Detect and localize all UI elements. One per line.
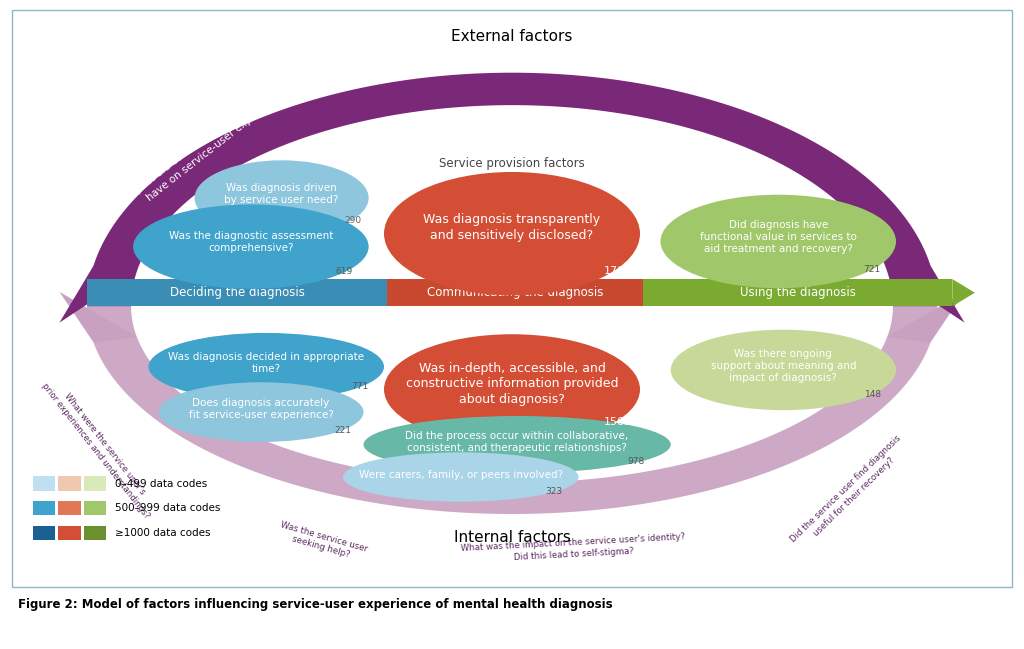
Bar — [58, 501, 81, 515]
Bar — [84, 476, 106, 491]
Text: 290: 290 — [344, 216, 361, 225]
Bar — [58, 526, 81, 540]
Polygon shape — [59, 265, 137, 323]
Text: Figure 2: Model of factors influencing service-user experience of mental health : Figure 2: Model of factors influencing s… — [18, 598, 613, 611]
FancyBboxPatch shape — [12, 10, 1012, 587]
Ellipse shape — [364, 416, 671, 473]
Polygon shape — [59, 292, 137, 343]
Text: Did the process occur within collaborative,
consistent, and therapeutic relation: Did the process occur within collaborati… — [406, 431, 629, 453]
Text: What was the impact on the service user's identity?
Did this lead to self-stigma: What was the impact on the service user'… — [461, 532, 686, 565]
Text: 619: 619 — [336, 267, 353, 276]
Text: 721: 721 — [863, 265, 881, 274]
Bar — [87, 279, 387, 306]
Ellipse shape — [384, 334, 640, 445]
Text: 1565: 1565 — [604, 417, 632, 428]
Text: 323: 323 — [546, 487, 563, 496]
Text: Using the diagnosis: Using the diagnosis — [739, 286, 856, 299]
Text: 978: 978 — [628, 457, 645, 466]
Text: What were the service user's
prior experiences and understandings?: What were the service user's prior exper… — [40, 375, 161, 520]
Bar — [387, 279, 643, 306]
Ellipse shape — [671, 330, 896, 410]
Bar — [58, 476, 81, 491]
Text: Was diagnosis transparently
and sensitively disclosed?: Was diagnosis transparently and sensitiv… — [424, 214, 600, 241]
Text: Service provision factors: Service provision factors — [439, 157, 585, 170]
Text: 221: 221 — [335, 426, 352, 435]
Polygon shape — [87, 306, 937, 514]
Text: 0–499 data codes: 0–499 data codes — [115, 478, 207, 489]
Ellipse shape — [133, 204, 369, 289]
Ellipse shape — [148, 333, 384, 400]
Ellipse shape — [384, 172, 640, 295]
Bar — [33, 501, 55, 515]
Bar — [84, 501, 106, 515]
Text: Internal factors: Internal factors — [454, 530, 570, 545]
Bar — [643, 279, 952, 306]
Bar — [84, 526, 106, 540]
Text: Was the diagnostic assessment
comprehensive?: Was the diagnostic assessment comprehens… — [169, 232, 333, 253]
Polygon shape — [887, 292, 965, 343]
Bar — [33, 526, 55, 540]
Bar — [33, 476, 55, 491]
Polygon shape — [952, 279, 975, 306]
Text: Was diagnosis driven
by service user need?: Was diagnosis driven by service user nee… — [224, 183, 339, 205]
Text: Did the service user find diagnosis
useful for their recovery?: Did the service user find diagnosis usef… — [790, 434, 910, 552]
Text: Does diagnosis accurately
fit service-user experience?: Does diagnosis accurately fit service-us… — [188, 398, 334, 420]
Text: 1700: 1700 — [604, 265, 632, 276]
Text: Was diagnosis decided in appropriate
time?: Was diagnosis decided in appropriate tim… — [168, 352, 365, 374]
Text: Communicating the diagnosis: Communicating the diagnosis — [427, 286, 603, 299]
Text: External factors: External factors — [452, 29, 572, 44]
Text: 500–999 data codes: 500–999 data codes — [115, 503, 220, 513]
Text: ≥1000 data codes: ≥1000 data codes — [115, 528, 210, 538]
Ellipse shape — [343, 452, 579, 502]
Text: Were carers, family, or peers involved?: Were carers, family, or peers involved? — [358, 469, 563, 480]
Text: Was there ongoing
support about meaning and
impact of diagnosis?: Was there ongoing support about meaning … — [711, 349, 856, 383]
Text: What impact did culture, stigma, and discrimination
have on service-user experie: What impact did culture, stigma, and dis… — [98, 47, 328, 232]
Text: Deciding the diagnosis: Deciding the diagnosis — [170, 286, 304, 299]
Text: Was the service user
seeking help?: Was the service user seeking help? — [276, 520, 369, 564]
Text: Did diagnosis have
functional value in services to
aid treatment and recovery?: Did diagnosis have functional value in s… — [699, 220, 857, 254]
Text: 771: 771 — [351, 382, 369, 391]
Text: Was in-depth, accessible, and
constructive information provided
about diagnosis?: Was in-depth, accessible, and constructi… — [406, 362, 618, 406]
Ellipse shape — [159, 382, 364, 442]
Ellipse shape — [660, 195, 896, 288]
Polygon shape — [87, 73, 937, 306]
Ellipse shape — [195, 160, 369, 236]
Polygon shape — [887, 265, 965, 323]
Text: 148: 148 — [864, 389, 882, 398]
